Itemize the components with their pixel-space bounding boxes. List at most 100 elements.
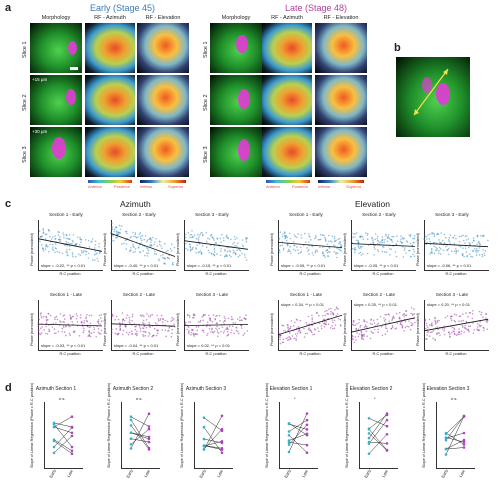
scatter-point xyxy=(44,332,47,335)
scatter-point xyxy=(426,241,428,244)
scatter-point xyxy=(190,331,193,334)
scatter-plot-3: Section 3 - Early Phase (normalized) R-C p… xyxy=(176,212,249,284)
scatter-point xyxy=(410,324,413,327)
scatter-point xyxy=(363,333,366,336)
scatter-svg xyxy=(277,306,343,345)
early-point xyxy=(367,436,371,440)
scatter-point xyxy=(335,306,338,308)
scatter-point xyxy=(443,333,446,336)
scatter-point xyxy=(432,330,435,332)
scatter-point xyxy=(455,314,458,316)
scatter-point xyxy=(191,328,193,331)
paired-title: Elevation Section 2 xyxy=(349,386,393,392)
scatter-point xyxy=(352,236,354,239)
scatter-point xyxy=(96,252,98,254)
scatter-point xyxy=(65,240,67,243)
scatter-point xyxy=(226,326,228,329)
scatter-point xyxy=(352,321,355,323)
scatter-point xyxy=(454,320,457,323)
scatter-point xyxy=(453,327,455,329)
scatter-point xyxy=(227,334,230,336)
paired-line xyxy=(288,413,308,453)
scatter-point xyxy=(211,331,214,333)
scatter-point xyxy=(88,326,91,329)
scatter-title: Section 3 - Late xyxy=(435,292,469,297)
scatter-point xyxy=(62,326,65,328)
paired-plot-2: Azimuth Section 2 Slope of Linear Regress… xyxy=(105,383,161,482)
scatter-point xyxy=(287,244,289,247)
scatter-point xyxy=(399,323,402,325)
scatter-point xyxy=(395,243,398,245)
scatter-point xyxy=(216,325,218,328)
scatter-point xyxy=(135,325,137,328)
scatter-point xyxy=(455,334,458,336)
scatter-point xyxy=(162,257,164,259)
scatter-point xyxy=(369,337,372,340)
scatter-point xyxy=(94,250,96,253)
scatter-point xyxy=(357,239,359,242)
scatter-point xyxy=(54,238,57,240)
scatter-point xyxy=(123,242,125,245)
scatter-point xyxy=(129,250,131,253)
paired-title: Elevation Section 3 xyxy=(426,386,470,392)
early-point xyxy=(52,438,56,441)
scatter-point xyxy=(462,239,465,242)
scatter-point xyxy=(207,237,209,240)
scatter-point xyxy=(149,244,151,246)
scatter-point xyxy=(184,321,187,324)
scatter-point xyxy=(62,232,64,234)
scatter-point xyxy=(322,246,324,249)
scatter-point xyxy=(387,236,389,238)
early-point xyxy=(287,443,291,446)
scatter-point xyxy=(74,255,77,258)
scatter-point xyxy=(392,235,395,238)
scatter-point xyxy=(371,237,373,240)
scatter-svg xyxy=(110,222,176,266)
scatter-point xyxy=(299,252,302,254)
scatter-point xyxy=(281,324,283,327)
scatter-point xyxy=(138,233,140,236)
scatter-point xyxy=(39,240,41,243)
paired-line xyxy=(445,415,465,441)
scatter-ylabel: Phase (normalized) xyxy=(270,313,274,346)
scatter-plot-11: Section 2 - Late Phase (normalized) R-C po… xyxy=(343,292,416,364)
scatter-point xyxy=(351,232,353,234)
scatter-point xyxy=(80,239,83,241)
late-col-azimuth: RF - Azimuth xyxy=(271,15,303,21)
scatter-point xyxy=(157,329,159,332)
early-point xyxy=(202,416,206,419)
scatter-point xyxy=(246,237,248,240)
scatter-point xyxy=(381,250,384,253)
scatter-point xyxy=(377,331,379,333)
scatter-point xyxy=(300,234,303,236)
early-point xyxy=(129,437,133,440)
scatter-point xyxy=(377,242,379,245)
scatter-point xyxy=(353,341,355,344)
scatter-point xyxy=(226,255,229,257)
scatter-point xyxy=(126,314,129,316)
scatter-point xyxy=(192,317,194,319)
late-row-slice1: Slice 1 xyxy=(203,41,209,58)
scatter-point xyxy=(71,242,73,245)
scatter-svg xyxy=(183,230,249,261)
scatter-point xyxy=(206,321,209,324)
scatter-point xyxy=(399,321,402,324)
scatter-point xyxy=(438,241,441,244)
scatter-point xyxy=(279,336,281,339)
scatter-point xyxy=(426,334,428,336)
scatter-point xyxy=(114,226,117,229)
scatter-point xyxy=(146,252,148,255)
late-colorbar-superior: Superior xyxy=(346,184,362,189)
scatter-point xyxy=(335,315,337,317)
scatter-point xyxy=(385,251,388,253)
scatter-point xyxy=(355,327,357,330)
scatter-point xyxy=(317,239,320,241)
scatter-point xyxy=(192,235,194,238)
scatter-point xyxy=(95,336,97,338)
paired-ylabel: Slope of Linear Regression (Phase x R-C … xyxy=(180,382,184,468)
scatter-point xyxy=(428,238,431,240)
scatter-point xyxy=(288,332,291,334)
scatter-point xyxy=(113,240,115,242)
scatter-point xyxy=(146,247,149,250)
scatter-plot-5: Section 2 - Early Phase (normalized) R-C p… xyxy=(343,212,416,284)
